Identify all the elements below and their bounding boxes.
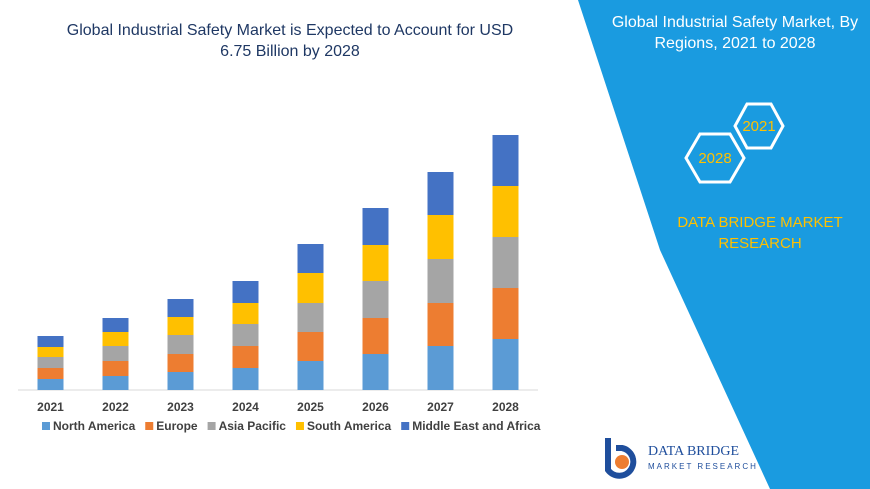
bar-segment [167,372,194,390]
hex-label: 2028 [698,150,731,167]
bar-segment [37,357,64,368]
bar-segment [427,303,454,346]
bar-segment [362,354,389,390]
bar-segment [102,346,129,361]
bar-segment [297,332,324,361]
bar-segment [37,379,64,390]
legend-swatch [145,422,154,430]
bar-segment [427,215,454,259]
bar-segment [492,135,519,186]
legend-label: Middle East and Africa [412,419,541,433]
bar-segment [427,172,454,215]
x-tick-label: 2027 [427,400,454,414]
bar-segment [297,303,324,332]
legend-swatch [207,422,216,430]
bar-segment [232,281,259,303]
logo-icon [605,438,637,479]
x-tick-label: 2028 [492,400,519,414]
x-tick-label: 2026 [362,400,389,414]
bar-segment [362,318,389,354]
bar-segment [427,259,454,303]
bar-segment [102,318,129,332]
bar-segment [167,299,194,317]
bar-segment [167,354,194,372]
x-tick-label: 2023 [167,400,194,414]
bar-segment [492,186,519,237]
bar-segment [232,303,259,324]
bar-segment [102,361,129,376]
bar-segment [297,273,324,303]
legend-swatch [295,422,304,430]
bar-segment [492,237,519,288]
bar-segment [297,244,324,273]
legend-swatch [401,422,410,430]
bar-segment [492,339,519,390]
hexagon [733,102,785,150]
bar-segment [427,346,454,390]
x-tick-label: 2022 [102,400,129,414]
bar-segment [297,361,324,390]
panel-title: Global Industrial Safety Market, By Regi… [611,14,859,52]
bar-segment [362,245,389,281]
legend-label: South America [307,419,392,433]
legend-swatch [42,422,50,430]
bar-segment [37,368,64,379]
bar-segment [37,347,64,357]
bar-segment [167,317,194,335]
legend-label: Europe [156,419,198,433]
x-tick-label: 2024 [232,400,259,414]
legend-label: North America [53,419,136,433]
bar-segment [167,335,194,354]
bar-segment [102,332,129,346]
legend-label: Asia Pacific [219,419,287,433]
logo-name: DATA BRIDGE [648,444,739,459]
hex-label: 2021 [742,118,775,135]
x-tick-label: 2021 [37,400,64,414]
logo-tagline: MARKET RESEARCH [648,462,758,471]
hexagon [684,132,746,184]
logo-icon [615,455,629,469]
bar-segment [232,368,259,390]
bar-segment [362,281,389,318]
bar-segment [37,336,64,347]
chart-title: Global Industrial Safety Market is Expec… [66,22,514,60]
bar-segment [102,376,129,390]
bar-segment [362,208,389,245]
bar-segment [492,288,519,339]
brand: DATA BRIDGE MARKET RESEARCH [677,214,843,252]
bar-segment [232,346,259,368]
x-tick-label: 2025 [297,400,324,414]
side-panel [578,0,870,489]
bar-segment [232,324,259,346]
